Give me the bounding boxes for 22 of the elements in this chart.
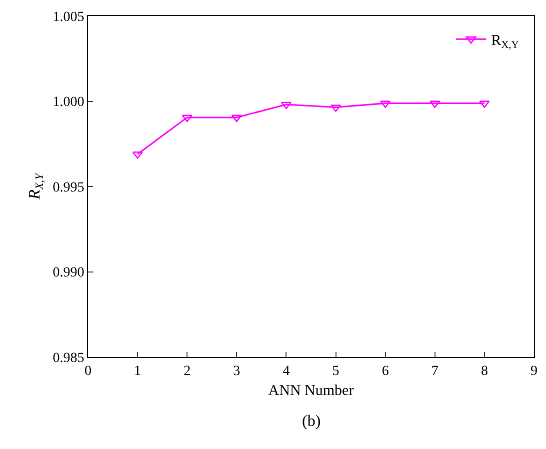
y-tick-label: 0.990: [52, 266, 84, 281]
point: [132, 151, 143, 159]
x-axis-title: ANN Number: [268, 382, 354, 399]
y-tick-label: 1.005: [52, 10, 84, 25]
x-tick-label: 2: [184, 364, 191, 379]
point: [182, 114, 192, 122]
y-tick-label: 1.000: [52, 95, 84, 110]
x-tick-label: 3: [233, 364, 240, 379]
text: (b): [302, 413, 321, 430]
point: [231, 114, 242, 122]
x-tick-label: 4: [282, 364, 290, 379]
x-tick-label: 9: [530, 364, 538, 379]
x-tick-label: 7: [431, 364, 438, 379]
legend-label: R$_{X,Y}$: [491, 32, 520, 52]
x-tick-label: 6: [382, 364, 389, 379]
x-tick-label: 0: [84, 364, 92, 379]
x-tick-label: 1: [134, 364, 142, 379]
x-tick-label: 5: [332, 364, 340, 379]
point: [280, 102, 292, 110]
y-tick-label: 0.995: [52, 180, 84, 196]
x-tick-label: 8: [480, 364, 488, 379]
y-tick-label: 0.985: [52, 350, 84, 366]
